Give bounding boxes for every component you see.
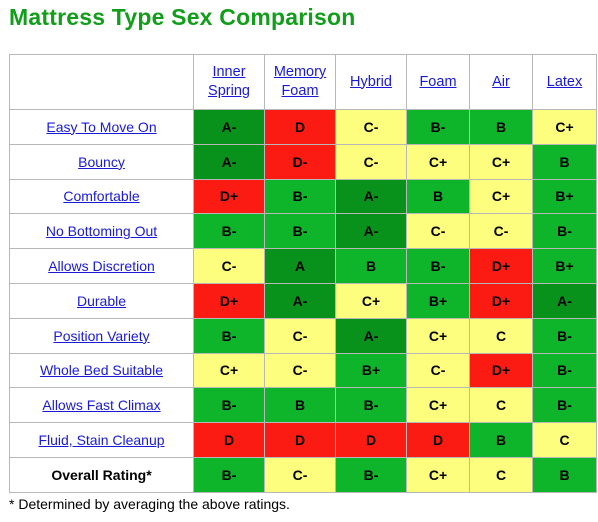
grade-cell: C xyxy=(532,422,597,458)
table-row: Easy To Move On A- D C- B- B C+ xyxy=(9,109,597,145)
grade-cell: B xyxy=(264,387,336,424)
grade-cell: B- xyxy=(193,387,265,424)
grade-cell: B- xyxy=(264,213,336,250)
comparison-table: Inner Spring Memory Foam Hybrid Foam Air L… xyxy=(9,54,597,493)
grade-cell: A- xyxy=(335,317,407,354)
grade-cell: C- xyxy=(406,213,470,250)
grade-cell: C- xyxy=(335,143,407,180)
grade-cell: C xyxy=(469,387,533,424)
grade-cell: C- xyxy=(264,317,336,354)
grade-cell: D+ xyxy=(469,282,533,319)
column-header-foam[interactable]: Foam xyxy=(406,54,470,110)
grade-cell: D+ xyxy=(469,248,533,284)
grade-cell: C- xyxy=(264,352,336,389)
grade-cell: D+ xyxy=(469,352,533,389)
row-label-link[interactable]: Easy To Move On xyxy=(9,109,194,145)
grade-cell: D xyxy=(264,109,336,145)
grade-cell: B xyxy=(469,422,533,458)
grade-cell: C xyxy=(469,456,533,493)
grade-cell: D+ xyxy=(193,282,265,319)
grade-cell: A- xyxy=(532,282,597,319)
table-row: No Bottoming Out B- B- A- C- C- B- xyxy=(9,213,597,250)
footnote: * Determined by averaging the above rati… xyxy=(9,496,290,512)
grade-cell: A- xyxy=(335,213,407,250)
grade-cell: B- xyxy=(406,109,470,145)
table-row: Allows Discretion C- A B B- D+ B+ xyxy=(9,248,597,284)
header-row: Inner Spring Memory Foam Hybrid Foam Air L… xyxy=(9,54,597,110)
grade-cell: C+ xyxy=(335,282,407,319)
table-row: Durable D+ A- C+ B+ D+ A- xyxy=(9,282,597,319)
grade-cell: A- xyxy=(193,109,265,145)
grade-cell: B+ xyxy=(532,178,597,215)
grade-cell: C- xyxy=(264,456,336,493)
grade-cell: B- xyxy=(335,456,407,493)
grade-cell: D xyxy=(264,422,336,458)
grade-cell: C+ xyxy=(406,456,470,493)
grade-cell: A- xyxy=(335,178,407,215)
grade-cell: C+ xyxy=(406,387,470,424)
grade-cell: C- xyxy=(335,109,407,145)
grade-cell: C+ xyxy=(469,143,533,180)
grade-cell: B- xyxy=(406,248,470,284)
grade-cell: A xyxy=(264,248,336,284)
column-header-memory-foam[interactable]: Memory Foam xyxy=(264,54,336,110)
grade-cell: C+ xyxy=(406,143,470,180)
row-label-link[interactable]: Position Variety xyxy=(9,317,194,354)
page-title: Mattress Type Sex Comparison xyxy=(9,4,356,30)
row-label-link[interactable]: Fluid, Stain Cleanup xyxy=(9,422,194,458)
table-row: Position Variety B- C- A- C+ C B- xyxy=(9,317,597,354)
grade-cell: D xyxy=(193,422,265,458)
grade-cell: C xyxy=(469,317,533,354)
grade-cell: B- xyxy=(532,387,597,424)
grade-cell: C+ xyxy=(469,178,533,215)
grade-cell: B- xyxy=(335,387,407,424)
column-header-inner-spring[interactable]: Inner Spring xyxy=(193,54,265,110)
grade-cell: C- xyxy=(469,213,533,250)
grade-cell: D xyxy=(335,422,407,458)
table-row: Fluid, Stain Cleanup D D D D B C xyxy=(9,422,597,458)
row-label-link[interactable]: Allows Discretion xyxy=(9,248,194,284)
grade-cell: B+ xyxy=(335,352,407,389)
table-row: Whole Bed Suitable C+ C- B+ C- D+ B- xyxy=(9,352,597,389)
grade-cell: C+ xyxy=(532,109,597,145)
grade-cell: D+ xyxy=(193,178,265,215)
grade-cell: B- xyxy=(532,213,597,250)
table-row: Allows Fast Climax B- B B- C+ C B- xyxy=(9,387,597,424)
grade-cell: A- xyxy=(264,282,336,319)
row-label-link[interactable]: Durable xyxy=(9,282,194,319)
grade-cell: B xyxy=(335,248,407,284)
row-label-link[interactable]: Whole Bed Suitable xyxy=(9,352,194,389)
grade-cell: C+ xyxy=(406,317,470,354)
corner-cell xyxy=(9,54,194,110)
row-label-link[interactable]: Comfortable xyxy=(9,178,194,215)
grade-cell: C- xyxy=(193,248,265,284)
grade-cell: B xyxy=(532,456,597,493)
grade-cell: C- xyxy=(406,352,470,389)
row-label-link[interactable]: Allows Fast Climax xyxy=(9,387,194,424)
row-label-link[interactable]: No Bottoming Out xyxy=(9,213,194,250)
column-header-air[interactable]: Air xyxy=(469,54,533,110)
column-header-latex[interactable]: Latex xyxy=(532,54,597,110)
row-label-link[interactable]: Bouncy xyxy=(9,143,194,180)
grade-cell: B xyxy=(469,109,533,145)
grade-cell: D- xyxy=(264,143,336,180)
table-row: Bouncy A- D- C- C+ C+ B xyxy=(9,143,597,180)
grade-cell: B xyxy=(532,143,597,180)
grade-cell: C+ xyxy=(193,352,265,389)
grade-cell: B- xyxy=(193,317,265,354)
grade-cell: B- xyxy=(264,178,336,215)
row-label-overall: Overall Rating* xyxy=(9,456,194,493)
grade-cell: B- xyxy=(193,456,265,493)
table-row: Comfortable D+ B- A- B C+ B+ xyxy=(9,178,597,215)
grade-cell: A- xyxy=(193,143,265,180)
table-row: Overall Rating* B- C- B- C+ C B xyxy=(9,456,597,493)
grade-cell: D xyxy=(406,422,470,458)
column-header-hybrid[interactable]: Hybrid xyxy=(335,54,407,110)
grade-cell: B- xyxy=(532,352,597,389)
grade-cell: B- xyxy=(193,213,265,250)
grade-cell: B+ xyxy=(532,248,597,284)
grade-cell: B+ xyxy=(406,282,470,319)
grade-cell: B- xyxy=(532,317,597,354)
grade-cell: B xyxy=(406,178,470,215)
